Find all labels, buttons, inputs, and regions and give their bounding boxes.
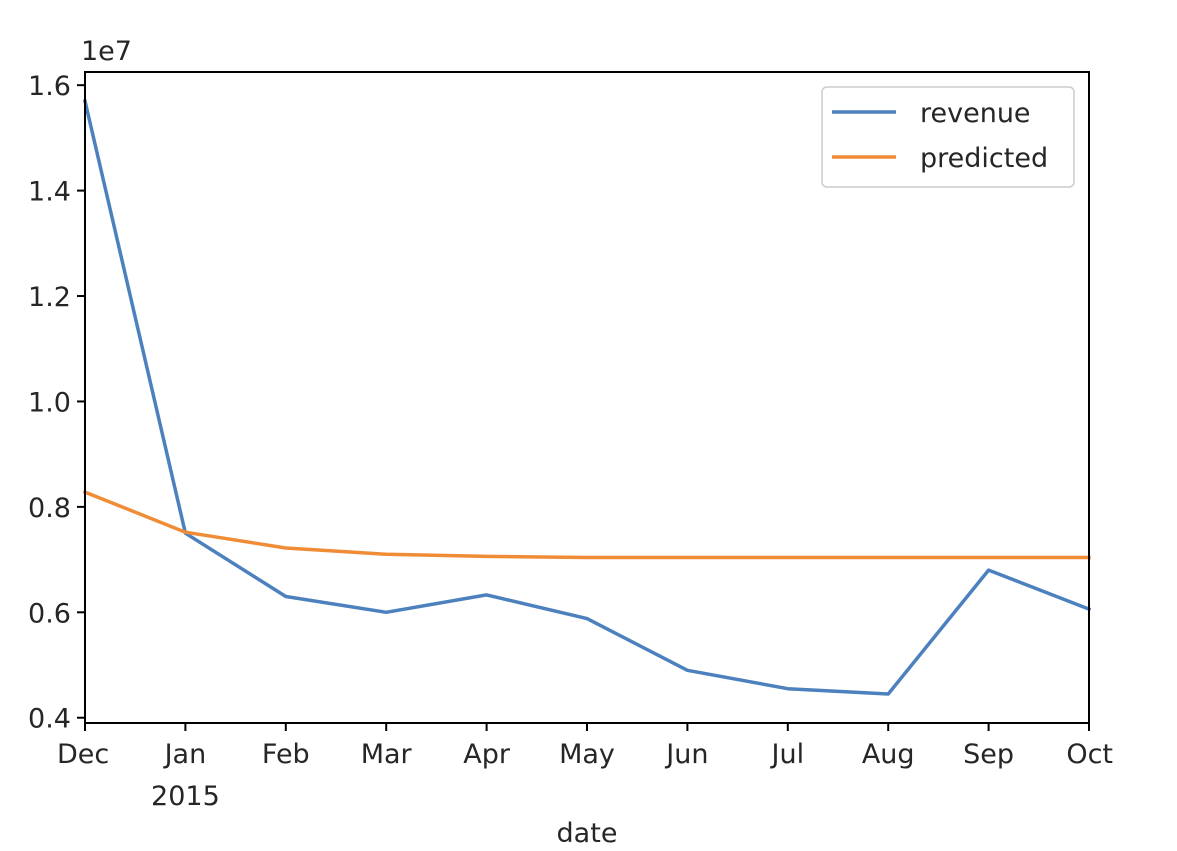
x-tick-label: Sep [963,739,1014,770]
x-axis-label: date [557,818,618,849]
y-offset-label: 1e7 [81,36,132,67]
x-tick-label: Jan [163,739,207,770]
series-line-predicted [82,489,1091,560]
y-tick-label: 0.8 [28,493,71,524]
y-tick-label: 0.4 [28,704,71,735]
series-lines [82,98,1092,696]
x-tick-label: Oct [1066,739,1113,770]
x-tick-label: Mar [361,739,413,770]
x-tick-label: Apr [463,739,511,770]
y-tick-label: 1.2 [28,282,71,313]
x-tick-label: Dec [57,739,109,770]
y-tick-label: 1.4 [28,177,71,208]
y-axis: 0.4 0.6 0.8 1.0 1.2 1.4 1.6 [28,71,85,735]
x-tick-year-label: 2015 [151,781,220,812]
x-tick-label: Jun [664,739,708,770]
x-axis: Dec Jan 2015 Feb Mar Apr May Jun Jul Aug Sep Oct [57,723,1113,812]
y-tick-label: 1.6 [28,71,71,102]
x-tick-label: Feb [262,739,310,770]
x-tick-label: May [559,739,615,770]
series-line-revenue [82,98,1092,696]
x-tick-label: Jul [770,739,805,770]
x-tick-label: Aug [862,739,915,770]
legend-label-predicted: predicted [920,143,1048,174]
y-tick-label: 0.6 [28,598,71,629]
y-tick-label: 1.0 [28,387,71,418]
legend-label-revenue: revenue [920,98,1031,129]
legend: revenue predicted [821,86,1075,188]
